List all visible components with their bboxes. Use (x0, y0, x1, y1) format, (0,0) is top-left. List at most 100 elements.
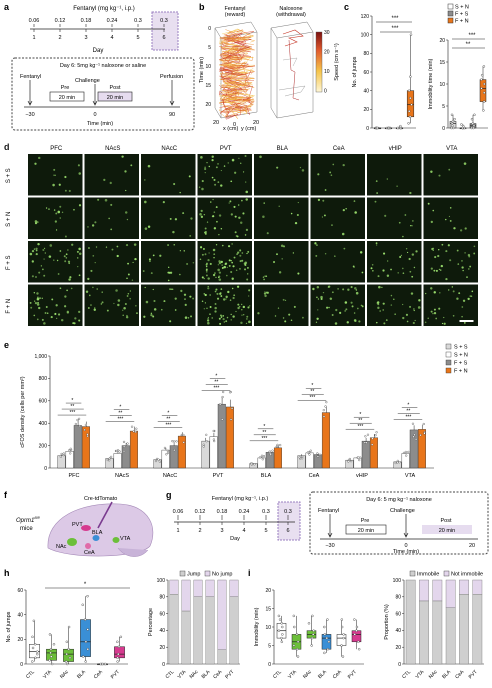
x-tick-label: PVT (213, 473, 224, 479)
x-tick-label: BLA (441, 669, 452, 680)
data-point (348, 457, 351, 461)
cfos-cell (206, 221, 209, 223)
cfos-cell (220, 316, 223, 318)
y-tick-label: 40 (363, 88, 369, 94)
dose-label: 0.18 (81, 18, 92, 24)
data-point (296, 655, 300, 658)
cfos-cell (126, 218, 129, 221)
cfos-cell (199, 258, 202, 260)
cfos-cell (215, 276, 217, 279)
y-tick-label: 80 (395, 595, 401, 601)
cfos-cell (232, 315, 235, 318)
sig-star: ** (406, 409, 410, 415)
cfos-cell (136, 312, 138, 314)
cfos-cell (52, 183, 55, 187)
data-point (202, 443, 205, 446)
y-tick-label: 20 (159, 645, 165, 651)
cfos-cell (462, 269, 464, 272)
cfos-cell (174, 309, 177, 311)
cfos-cell (377, 303, 380, 306)
cfos-cell (68, 189, 71, 193)
cfos-cell (341, 232, 345, 236)
cfos-cell (410, 292, 414, 295)
dose-label: 0.12 (55, 18, 66, 24)
data-point (134, 430, 137, 434)
post-duration: 20 min (107, 95, 124, 101)
dose-label: 0.06 (173, 509, 184, 515)
data-point (407, 450, 410, 454)
cfos-density-bars: 0 200 400 600 800 1,000 cFOS density (cells pe… (20, 354, 434, 479)
cfos-cell (110, 228, 113, 231)
cfos-cell (55, 304, 58, 307)
cfos-cell (87, 226, 89, 228)
sig-star: *** (405, 415, 411, 421)
data-point (171, 440, 174, 443)
legend-jump: Jump (187, 572, 200, 578)
cfos-cell (56, 317, 58, 319)
cfos-cell (284, 320, 287, 323)
cfos-cell (245, 190, 249, 194)
cfos-cell (205, 265, 208, 268)
cfos-cell (230, 270, 233, 274)
panel-i-letter: i (248, 568, 251, 578)
data-point (229, 391, 232, 394)
x-tick-label: PFC (69, 473, 80, 479)
cfos-cell (212, 215, 215, 218)
cfos-cell (147, 225, 151, 228)
data-point (298, 456, 301, 459)
data-point (74, 422, 77, 426)
day-tick-label: 2 (198, 528, 201, 534)
cfos-cell (184, 303, 187, 306)
data-point (67, 647, 70, 651)
cfos-cell (224, 263, 227, 266)
cfos-cell (262, 276, 265, 278)
cfos-cell (61, 211, 64, 214)
cfos-cell (71, 243, 74, 246)
cfos-cell (85, 290, 89, 293)
box (80, 619, 91, 657)
sig-star: *** (261, 436, 267, 442)
cfos-cell (408, 257, 411, 261)
g-tick-20: 20 (469, 543, 475, 549)
sig-star: *** (117, 416, 123, 422)
cfos-cell (323, 214, 326, 217)
data-point (453, 117, 456, 121)
cfos-cell (31, 260, 34, 263)
panel-a: a Fentanyl (mg kg⁻¹, i.p.) 0.06 0.12 0.18 0… (4, 2, 195, 131)
cfos-cell (473, 245, 476, 248)
group-row-label: S + N (6, 212, 12, 227)
panel-e: e S + S S + N F + S F + N 0 200 400 600 800 1… (4, 340, 468, 479)
cfos-cell (200, 209, 203, 212)
region-header: VTA (446, 146, 457, 152)
cfos-cell (97, 198, 100, 201)
cfos-cell (209, 313, 211, 315)
cfos-cell (53, 259, 55, 261)
cfos-cell (412, 220, 414, 222)
sig-star: ** (166, 416, 170, 422)
panel-e-letter: e (4, 340, 9, 350)
cfos-cell (263, 292, 266, 295)
cfos-cell (63, 255, 66, 258)
injection-needle (97, 501, 113, 529)
cfos-cell (434, 255, 437, 259)
cfos-cell (236, 235, 239, 238)
x-tick-label: BLA (200, 669, 211, 680)
data-point (48, 633, 52, 636)
cfos-cell (51, 298, 54, 301)
data-point (376, 126, 379, 130)
cfos-cell (469, 295, 471, 297)
cfos-cell (331, 291, 334, 294)
cfos-cell (456, 297, 459, 300)
cfos-cell (376, 192, 379, 194)
cfos-cell (234, 215, 237, 218)
cfos-cell (101, 291, 103, 293)
cfos-cell (356, 307, 359, 310)
cfos-cell (376, 321, 378, 324)
data-point (480, 87, 483, 90)
bar-segment-secondary (432, 579, 443, 602)
cfos-cell (346, 321, 349, 324)
data-point (86, 594, 89, 598)
cfos-cell (404, 214, 407, 216)
cfos-cell (232, 296, 235, 300)
cfos-cell (471, 290, 474, 293)
